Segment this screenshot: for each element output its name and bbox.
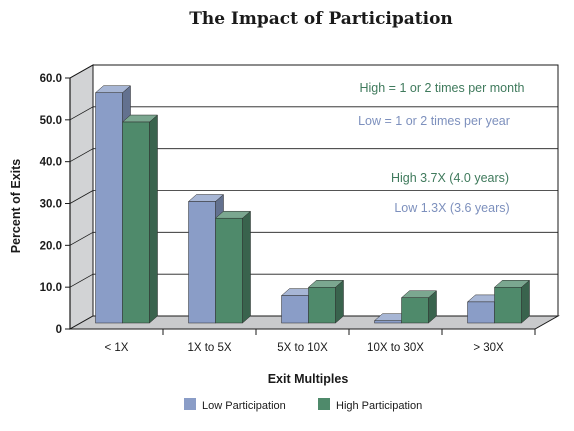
bar-front — [95, 92, 123, 324]
y-axis-label: Percent of Exits — [9, 159, 23, 254]
y-tick-label: 40.0 — [40, 157, 62, 169]
bar-front — [281, 295, 309, 324]
bar — [493, 279, 531, 324]
x-tick-label: 1X to 5X — [187, 342, 231, 354]
annotations: High = 1 or 2 times per month Low = 1 or… — [358, 81, 524, 215]
bar-front — [494, 287, 522, 324]
bar — [400, 290, 438, 324]
x-axis-label: Exit Multiples — [268, 372, 349, 386]
bar-front — [215, 217, 243, 324]
annotation-low-frequency: Low = 1 or 2 times per year — [358, 114, 510, 128]
gridline-side — [69, 106, 94, 121]
bar-front — [401, 297, 429, 324]
bar-front — [122, 121, 150, 324]
bar-side — [149, 114, 158, 324]
bar-side — [521, 279, 530, 324]
y-tick-label: 0 — [56, 324, 62, 336]
bar-side — [242, 210, 251, 324]
gridline-side — [69, 64, 94, 79]
bars — [94, 85, 531, 324]
x-axis-ticks: < 1X 1X to 5X 5X to 10X 10X to 30X > 30X — [105, 329, 536, 354]
bar-front — [308, 287, 336, 324]
bar — [214, 210, 252, 324]
y-tick-label: 60.0 — [40, 73, 62, 85]
legend-swatch-high — [318, 398, 330, 410]
legend-swatch-low — [184, 398, 196, 410]
gridline-side — [69, 231, 94, 246]
chart-title: The Impact of Participation — [189, 9, 453, 29]
y-tick-label: 10.0 — [40, 282, 62, 294]
gridlines — [69, 64, 558, 288]
annotation-high-multiple: High 3.7X (4.0 years) — [391, 171, 509, 185]
bar-side — [335, 279, 344, 324]
legend-label-high: High Participation — [336, 400, 422, 412]
x-tick-label: < 1X — [105, 342, 129, 354]
gridline-side — [69, 148, 94, 163]
bar-front — [467, 301, 495, 324]
y-tick-label: 50.0 — [40, 115, 62, 127]
x-tick-label: 5X to 10X — [277, 342, 328, 354]
x-tick-label: 10X to 30X — [367, 342, 424, 354]
bar — [121, 114, 159, 324]
legend: Low Participation High Participation — [184, 398, 422, 412]
bar-front — [188, 201, 216, 324]
x-tick-label: > 30X — [473, 342, 504, 354]
legend-label-low: Low Participation — [202, 400, 286, 412]
bar — [307, 279, 345, 324]
gridline-side — [69, 273, 94, 288]
y-tick-label: 30.0 — [40, 199, 62, 211]
gridline-side — [69, 190, 94, 204]
annotation-low-multiple: Low 1.3X (3.6 years) — [394, 201, 509, 215]
annotation-high-frequency: High = 1 or 2 times per month — [359, 81, 524, 95]
bar-front — [374, 320, 402, 324]
y-axis-ticks: 0 10.0 20.0 30.0 40.0 50.0 60.0 — [40, 73, 70, 336]
y-tick-label: 20.0 — [40, 240, 62, 252]
